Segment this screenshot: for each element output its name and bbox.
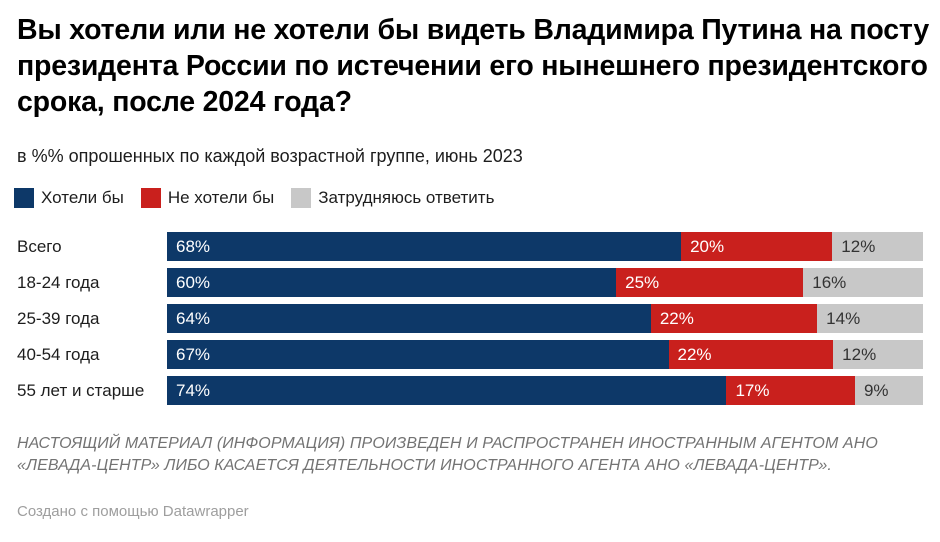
bar-segment-1: 20% — [681, 232, 833, 261]
bar-segment-0: 60% — [167, 268, 617, 297]
bar-value-label: 25% — [625, 272, 660, 292]
bar-segment-0: 64% — [167, 304, 651, 333]
bar-value-label: 17% — [735, 380, 770, 400]
bar-track: 68% 20% 12% — [167, 232, 923, 261]
bar-segment-2: 9% — [854, 376, 923, 405]
chart-subtitle: в %% опрошенных по каждой возрастной гру… — [17, 146, 523, 166]
bar-value-label: 67% — [176, 344, 211, 364]
bar-row: Всего 68% 20% 12% — [17, 232, 923, 261]
legend-label: Хотели бы — [41, 188, 124, 207]
bar-segment-1: 22% — [650, 304, 818, 333]
legend: Хотели бы Не хотели бы Затрудняюсь ответит… — [14, 188, 494, 208]
stacked-bar-chart: Всего 68% 20% 12% 18-24 года 60% 25% 16% 25-39 г… — [17, 232, 923, 412]
legend-swatch-icon — [140, 188, 161, 208]
bar-row: 40-54 года 67% 22% 12% — [17, 340, 923, 369]
category-label: Всего — [17, 236, 62, 256]
bar-segment-0: 67% — [167, 340, 669, 369]
bar-value-label: 74% — [176, 380, 211, 400]
bar-segment-2: 14% — [817, 304, 923, 333]
legend-swatch-icon — [291, 188, 312, 208]
legend-item-1: Не хотели бы — [140, 188, 275, 208]
category-label: 55 лет и старше — [17, 380, 145, 400]
legend-label: Не хотели бы — [167, 188, 275, 207]
bar-value-label: 60% — [176, 272, 211, 292]
bar-track: 64% 22% 14% — [167, 304, 923, 333]
legend-item-2: Затрудняюсь ответить — [291, 188, 494, 208]
bar-value-label: 22% — [677, 344, 712, 364]
bar-value-label: 16% — [812, 272, 847, 292]
chart-title: Вы хотели или не хотели бы видеть Владим… — [17, 14, 930, 119]
bar-segment-0: 74% — [167, 376, 727, 405]
legend-item-0: Хотели бы — [14, 188, 124, 208]
bar-value-label: 9% — [863, 380, 889, 400]
bar-segment-2: 12% — [832, 232, 923, 261]
bar-value-label: 12% — [842, 344, 877, 364]
bar-segment-2: 12% — [833, 340, 923, 369]
bar-value-label: 12% — [841, 236, 876, 256]
bar-value-label: 64% — [176, 308, 211, 328]
bar-segment-0: 68% — [167, 232, 682, 261]
bar-segment-1: 22% — [668, 340, 834, 369]
bar-track: 60% 25% 16% — [167, 268, 923, 297]
datawrapper-credit: Создано с помощью Datawrapper — [17, 503, 249, 520]
foreign-agent-disclaimer: НАСТОЯЩИЙ МАТЕРИАЛ (ИНФОРМАЦИЯ) ПРОИЗВЕД… — [17, 435, 878, 474]
category-label: 18-24 года — [17, 272, 100, 292]
category-label: 25-39 года — [17, 308, 100, 328]
legend-label: Затрудняюсь ответить — [318, 188, 495, 207]
bar-row: 25-39 года 64% 22% 14% — [17, 304, 923, 333]
bar-row: 18-24 года 60% 25% 16% — [17, 268, 923, 297]
bar-segment-1: 17% — [726, 376, 855, 405]
bar-track: 74% 17% 9% — [167, 376, 923, 405]
bar-track: 67% 22% 12% — [167, 340, 923, 369]
bar-segment-2: 16% — [803, 268, 923, 297]
bar-value-label: 22% — [659, 308, 694, 328]
legend-swatch-icon — [14, 188, 34, 208]
bar-row: 55 лет и старше 74% 17% 9% — [17, 376, 923, 405]
category-label: 40-54 года — [17, 344, 100, 364]
bar-segment-1: 25% — [616, 268, 804, 297]
bar-value-label: 68% — [176, 236, 211, 256]
bar-value-label: 20% — [690, 236, 725, 256]
bar-value-label: 14% — [826, 308, 861, 328]
